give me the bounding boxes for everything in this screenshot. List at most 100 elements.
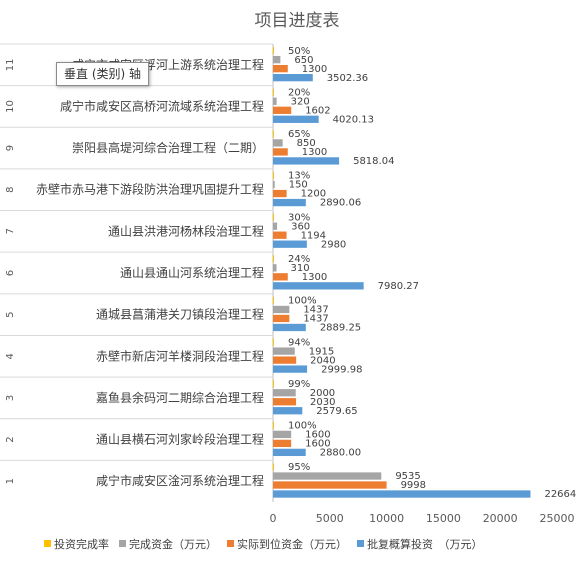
data-label: 2030: [310, 397, 335, 408]
data-label: 95%: [288, 462, 310, 473]
legend-label: 投资完成率: [54, 537, 109, 551]
bar-4[interactable]: [273, 198, 306, 207]
bar-1[interactable]: [273, 47, 274, 55]
bar-2[interactable]: [273, 264, 277, 272]
bar-3[interactable]: [273, 481, 387, 489]
data-label: 100%: [288, 421, 317, 432]
bar-2[interactable]: [273, 139, 283, 147]
bar-4[interactable]: [273, 448, 306, 457]
bar-1[interactable]: [273, 463, 274, 471]
data-label: 2999.98: [321, 364, 362, 375]
bar-3[interactable]: [273, 189, 287, 198]
bar-3[interactable]: [273, 356, 297, 364]
bar-2[interactable]: [273, 305, 290, 314]
bar-1[interactable]: [273, 213, 274, 221]
bar-1[interactable]: [273, 88, 274, 96]
bar-2[interactable]: [273, 472, 382, 480]
bar-4[interactable]: [273, 490, 531, 498]
category-index-label: 5: [5, 311, 16, 317]
bar-1[interactable]: [273, 130, 274, 138]
data-label: 1194: [301, 230, 326, 241]
bar-2[interactable]: [273, 97, 277, 105]
data-label: 3502.36: [327, 73, 368, 84]
bar-2[interactable]: [273, 222, 278, 230]
bar-2[interactable]: [273, 430, 292, 439]
data-label: 9998: [401, 480, 426, 491]
bar-4[interactable]: [273, 365, 308, 373]
bar-1[interactable]: [273, 380, 274, 388]
x-tick-label: 25000: [540, 512, 575, 525]
data-label: 22664: [544, 489, 576, 500]
bar-4[interactable]: [273, 240, 307, 248]
axis-tooltip: 垂直 (类别) 轴: [56, 62, 149, 86]
data-label: 320: [291, 96, 310, 107]
category-label: 通山县通山河系统治理工程: [120, 265, 264, 280]
category-index-label: 3: [5, 395, 16, 401]
bar-1[interactable]: [273, 296, 274, 305]
plot-area[interactable]: 0 5000 10000 15000 20000 25000 1 咸宁市咸安区淦河系统治理工程…: [0, 43, 576, 525]
category-label: 赤壁市新店河羊楼洞段治理工程: [96, 348, 264, 363]
legend-label: 批复概算投资 （万元）: [367, 537, 483, 551]
data-label: 100%: [288, 296, 317, 307]
bar-4[interactable]: [273, 157, 340, 165]
legend: 投资完成率 完成资金（万元） 实际到位资金（万元） 批复概算投资 （万元）: [44, 537, 483, 551]
x-tick-label: 15000: [426, 512, 461, 525]
legend-swatch: [357, 540, 364, 547]
bar-2[interactable]: [273, 56, 281, 64]
bar-1[interactable]: [273, 421, 274, 430]
bar-3[interactable]: [273, 148, 288, 156]
data-label: 5818.04: [353, 156, 394, 167]
category-index-label: 4: [5, 353, 16, 359]
data-label: 30%: [288, 212, 310, 223]
category-index-label: 8: [5, 187, 16, 193]
data-label: 1600: [305, 430, 330, 441]
bar-3[interactable]: [273, 439, 292, 448]
bar-3[interactable]: [273, 65, 288, 73]
bar-4[interactable]: [273, 323, 306, 332]
bar-3[interactable]: [273, 106, 292, 114]
data-label: 1300: [302, 64, 327, 75]
x-tick-label: 10000: [369, 512, 404, 525]
bar-1[interactable]: [273, 255, 274, 263]
category-index-label: 1: [5, 478, 16, 484]
data-label: 1602: [305, 105, 330, 116]
category-index-label: 10: [5, 100, 16, 113]
category-label: 咸宁市咸安区高桥河流域系统治理工程: [60, 98, 264, 113]
bar-4[interactable]: [273, 407, 303, 415]
data-label: 1437: [303, 305, 328, 316]
bar-3[interactable]: [273, 231, 287, 239]
data-label: 1437: [303, 314, 328, 325]
data-label: 1300: [302, 147, 327, 158]
legend-swatch: [227, 540, 234, 547]
category-label: 崇阳县高堤河综合治理工程（二期）: [72, 140, 264, 155]
bar-3[interactable]: [273, 273, 288, 281]
bar-4[interactable]: [273, 115, 319, 123]
data-label: 4020.13: [333, 114, 374, 125]
bar-2[interactable]: [273, 389, 296, 397]
bar-3[interactable]: [273, 398, 297, 406]
data-label: 24%: [288, 254, 310, 265]
data-label: 850: [297, 138, 316, 149]
bar-4[interactable]: [273, 282, 364, 290]
data-label: 9535: [395, 471, 420, 482]
data-label: 94%: [288, 337, 310, 348]
bar-1[interactable]: [273, 171, 274, 180]
legend-label: 完成资金（万元）: [129, 537, 217, 551]
data-label: 7980.27: [378, 281, 419, 292]
category-label: 咸宁市咸安区淦河系统治理工程: [96, 473, 264, 488]
legend-swatch: [44, 540, 51, 547]
bar-4[interactable]: [273, 74, 313, 82]
category-label: 通城县菖蒲港关刀镇段治理工程: [96, 307, 264, 322]
bar-2[interactable]: [273, 180, 275, 189]
x-tick-label: 5000: [316, 512, 344, 525]
bar-2[interactable]: [273, 347, 295, 355]
category-index-label: 6: [5, 270, 16, 276]
data-label: 2000: [310, 388, 335, 399]
bar-1[interactable]: [273, 338, 274, 346]
bar-3[interactable]: [273, 314, 290, 323]
data-label: 360: [291, 221, 310, 232]
category-index-label: 11: [5, 58, 16, 71]
legend-swatch: [119, 540, 126, 547]
category-label: 嘉鱼县余码河二期综合治理工程: [96, 390, 264, 405]
